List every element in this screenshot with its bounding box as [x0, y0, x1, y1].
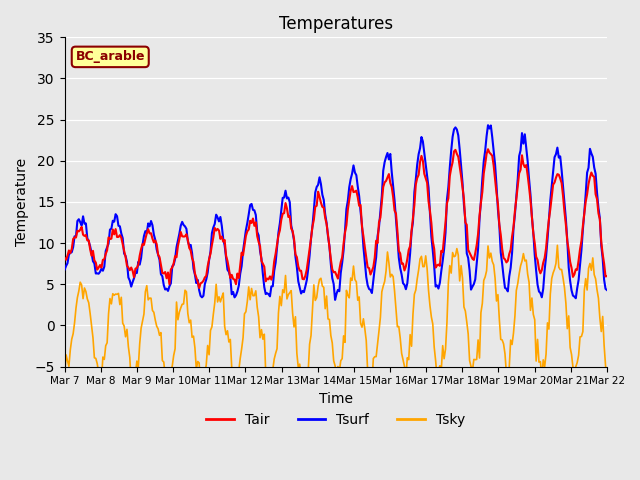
Legend: Tair, Tsurf, Tsky: Tair, Tsurf, Tsky: [201, 407, 471, 432]
Y-axis label: Temperature: Temperature: [15, 158, 29, 246]
X-axis label: Time: Time: [319, 392, 353, 406]
Text: BC_arable: BC_arable: [76, 50, 145, 63]
Title: Temperatures: Temperatures: [279, 15, 393, 33]
